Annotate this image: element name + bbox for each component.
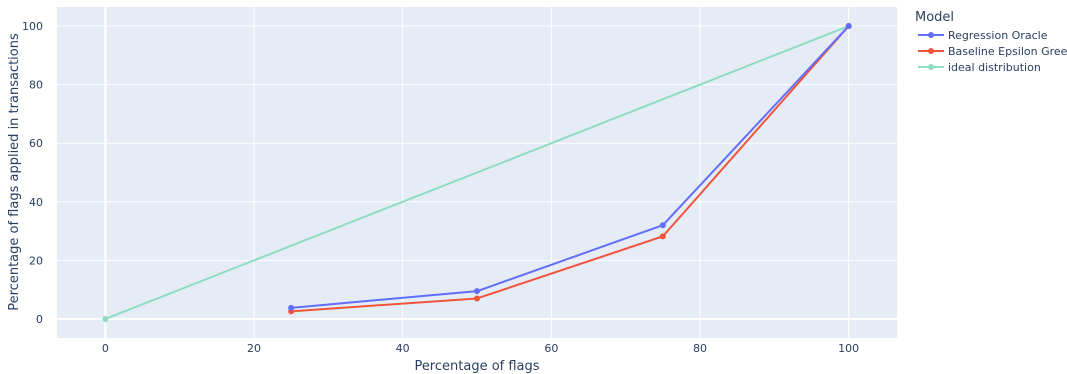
legend-title: Model [915,10,954,25]
data-point [474,288,480,295]
data-point [659,233,666,240]
legend-swatch-marker [928,32,934,38]
x-tick-label: 80 [693,342,707,355]
x-axis-title: Percentage of flags [414,359,539,374]
legend: Model Regression Oracle Baseline Epsilon … [915,10,1067,74]
series-line [104,25,850,320]
legend-swatch-marker [928,48,934,54]
y-tick-label: 100 [22,20,43,33]
legend-item[interactable]: ideal distribution [918,61,1041,74]
series-layer [102,23,852,322]
x-tick-label: 60 [544,342,558,355]
x-tick-label: 20 [247,342,261,355]
x-tick-labels: 0 20 40 60 80 100 [102,342,859,355]
legend-swatch-marker [928,64,934,70]
legend-items: Regression Oracle Baseline Epsilon Greedy… [918,29,1067,74]
legend-item[interactable]: Regression Oracle [918,29,1048,42]
y-tick-label: 40 [29,196,43,209]
series-line [291,25,850,313]
x-tick-label: 40 [396,342,410,355]
legend-label: ideal distribution [948,61,1041,74]
data-point [288,304,295,311]
series-0 [288,23,852,311]
x-tick-label: 100 [838,342,859,355]
y-tick-labels: 0 20 40 60 80 100 [22,20,43,326]
x-tick-label: 0 [102,342,109,355]
legend-label: Baseline Epsilon Greedy [948,45,1067,58]
y-axis-title: Percentage of flags applied in transacti… [7,33,22,311]
data-point [845,23,852,30]
legend-item[interactable]: Baseline Epsilon Greedy [918,45,1067,58]
legend-label: Regression Oracle [948,29,1048,42]
y-tick-label: 80 [29,79,43,92]
data-point [102,315,109,322]
y-tick-label: 20 [29,254,43,267]
data-point [659,222,666,229]
data-point [474,295,480,302]
series-line [291,25,850,309]
y-tick-label: 60 [29,137,43,150]
y-tick-label: 0 [36,313,43,326]
gridlines [57,7,897,338]
